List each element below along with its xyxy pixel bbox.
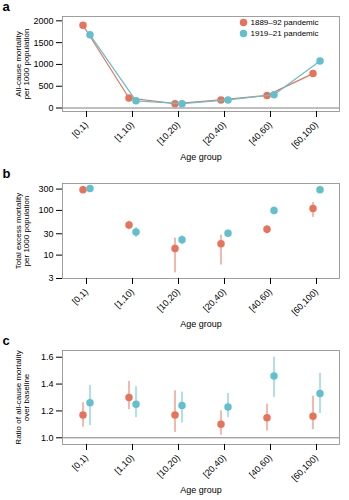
svg-text:[0,1): [0,1) — [70, 287, 90, 307]
svg-text:a: a — [3, 0, 11, 14]
svg-text:300: 300 — [38, 184, 53, 194]
svg-text:1500: 1500 — [33, 38, 53, 48]
svg-text:Age group: Age group — [180, 319, 222, 329]
svg-text:10: 10 — [43, 250, 53, 260]
svg-text:500: 500 — [38, 81, 53, 91]
svg-text:1919–21 pandemic: 1919–21 pandemic — [251, 29, 319, 38]
svg-text:1.4: 1.4 — [41, 379, 54, 389]
svg-text:100: 100 — [38, 205, 53, 215]
svg-text:b: b — [3, 167, 11, 181]
svg-text:[10,20): [10,20) — [155, 287, 182, 314]
svg-text:Ratio of all-cause mortalityov: Ratio of all-cause mortalityover baselin… — [14, 350, 31, 444]
svg-text:[40,60): [40,60) — [247, 120, 274, 147]
svg-text:Total excess mortalityper 1000: Total excess mortalityper 1000 populatio… — [14, 193, 31, 269]
svg-text:Age group: Age group — [180, 485, 222, 495]
svg-text:2000: 2000 — [33, 16, 53, 26]
svg-text:1.0: 1.0 — [41, 433, 54, 443]
svg-text:[1,10): [1,10) — [113, 287, 136, 310]
svg-text:1.6: 1.6 — [41, 352, 54, 362]
svg-text:All-cause mortalityper 1000 po: All-cause mortalityper 1000 population — [14, 29, 31, 100]
svg-text:[60,100): [60,100) — [290, 287, 320, 317]
svg-text:[10,20): [10,20) — [155, 120, 182, 147]
svg-text:0: 0 — [48, 103, 53, 113]
svg-text:[20,40): [20,40) — [201, 453, 228, 480]
svg-text:1889–92 pandemic: 1889–92 pandemic — [251, 18, 319, 27]
svg-text:[40,60): [40,60) — [247, 453, 274, 480]
svg-text:[10,20): [10,20) — [155, 453, 182, 480]
svg-text:[0,1): [0,1) — [70, 453, 90, 473]
svg-text:[0,1): [0,1) — [70, 120, 90, 140]
svg-text:3: 3 — [48, 273, 53, 283]
svg-text:1000: 1000 — [33, 59, 53, 69]
svg-text:[60,100): [60,100) — [290, 120, 320, 150]
svg-text:1.2: 1.2 — [41, 406, 54, 416]
svg-text:[40,60): [40,60) — [247, 287, 274, 314]
svg-text:c: c — [3, 334, 10, 348]
svg-text:[20,40): [20,40) — [201, 120, 228, 147]
svg-text:30: 30 — [43, 229, 53, 239]
svg-text:[1,10): [1,10) — [113, 453, 136, 476]
svg-text:[1,10): [1,10) — [113, 120, 136, 143]
svg-text:Age group: Age group — [180, 152, 222, 162]
svg-text:[20,40): [20,40) — [201, 287, 228, 314]
svg-text:[60,100): [60,100) — [290, 453, 320, 483]
